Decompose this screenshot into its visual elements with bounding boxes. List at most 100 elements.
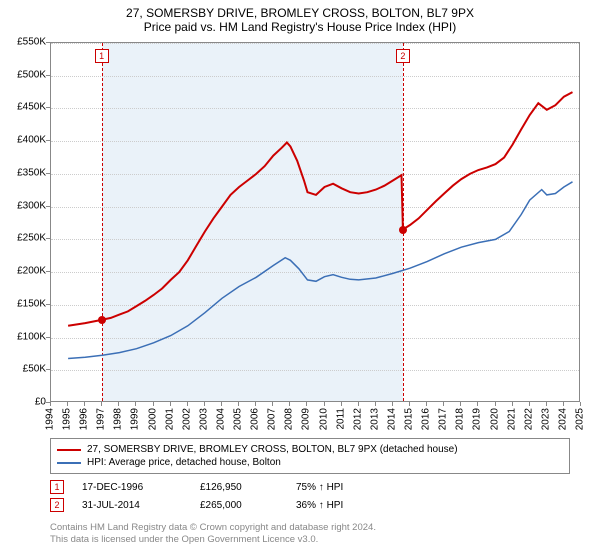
- y-tick-mark: [46, 107, 50, 108]
- x-tick-label: 2007: [267, 408, 278, 430]
- sale-point-dot: [399, 226, 407, 234]
- sales-row-2: 2 31-JUL-2014 £265,000 36% ↑ HPI: [50, 496, 376, 514]
- x-tick-label: 2018: [455, 408, 466, 430]
- sale-marker-1: 1: [95, 49, 109, 63]
- x-tick-mark: [101, 402, 102, 406]
- y-tick-mark: [46, 238, 50, 239]
- line-series-svg: [51, 43, 581, 403]
- y-tick-label: £400K: [2, 135, 46, 146]
- x-tick-mark: [495, 402, 496, 406]
- sale-date-1: 17-DEC-1996: [82, 482, 182, 493]
- x-tick-mark: [409, 402, 410, 406]
- y-tick-label: £500K: [2, 69, 46, 80]
- x-tick-label: 2011: [335, 408, 346, 430]
- y-tick-mark: [46, 304, 50, 305]
- y-tick-label: £150K: [2, 298, 46, 309]
- x-tick-mark: [358, 402, 359, 406]
- x-tick-mark: [118, 402, 119, 406]
- x-tick-mark: [375, 402, 376, 406]
- y-tick-mark: [46, 140, 50, 141]
- y-tick-label: £0: [2, 397, 46, 408]
- x-tick-mark: [306, 402, 307, 406]
- sale-point-dot: [98, 316, 106, 324]
- x-tick-label: 2006: [250, 408, 261, 430]
- y-tick-label: £350K: [2, 167, 46, 178]
- x-tick-mark: [392, 402, 393, 406]
- legend-label-hpi: HPI: Average price, detached house, Bolt…: [87, 457, 281, 468]
- title-block: 27, SOMERSBY DRIVE, BROMLEY CROSS, BOLTO…: [0, 0, 600, 36]
- x-tick-label: 2003: [198, 408, 209, 430]
- legend-row-hpi: HPI: Average price, detached house, Bolt…: [57, 456, 563, 469]
- sale-hpi-2: 36% ↑ HPI: [296, 500, 376, 511]
- y-tick-label: £450K: [2, 102, 46, 113]
- x-tick-mark: [477, 402, 478, 406]
- x-tick-label: 2004: [215, 408, 226, 430]
- y-tick-mark: [46, 42, 50, 43]
- x-tick-mark: [443, 402, 444, 406]
- sale-date-2: 31-JUL-2014: [82, 500, 182, 511]
- x-tick-label: 1995: [62, 408, 73, 430]
- footer-line-2: This data is licensed under the Open Gov…: [50, 534, 376, 546]
- x-tick-mark: [289, 402, 290, 406]
- chart-area: 12 £0£50K£100K£150K£200K£250K£300K£350K£…: [50, 42, 580, 402]
- title-line-1: 27, SOMERSBY DRIVE, BROMLEY CROSS, BOLTO…: [0, 6, 600, 20]
- x-tick-mark: [512, 402, 513, 406]
- x-tick-mark: [324, 402, 325, 406]
- x-tick-mark: [546, 402, 547, 406]
- x-tick-label: 2014: [386, 408, 397, 430]
- x-tick-mark: [50, 402, 51, 406]
- x-tick-label: 1999: [130, 408, 141, 430]
- x-tick-label: 2016: [421, 408, 432, 430]
- x-tick-mark: [153, 402, 154, 406]
- sale-marker-2: 2: [396, 49, 410, 63]
- x-tick-mark: [67, 402, 68, 406]
- y-tick-label: £550K: [2, 37, 46, 48]
- sales-table: 1 17-DEC-1996 £126,950 75% ↑ HPI 2 31-JU…: [50, 478, 376, 514]
- x-tick-label: 2017: [438, 408, 449, 430]
- x-tick-mark: [84, 402, 85, 406]
- x-tick-label: 2023: [540, 408, 551, 430]
- x-tick-label: 2022: [523, 408, 534, 430]
- x-tick-label: 2009: [301, 408, 312, 430]
- x-tick-mark: [221, 402, 222, 406]
- x-tick-label: 2010: [318, 408, 329, 430]
- legend-swatch-price: [57, 449, 81, 451]
- x-tick-label: 2021: [506, 408, 517, 430]
- x-tick-mark: [187, 402, 188, 406]
- x-tick-mark: [426, 402, 427, 406]
- x-tick-label: 1996: [79, 408, 90, 430]
- y-tick-label: £250K: [2, 233, 46, 244]
- y-tick-mark: [46, 271, 50, 272]
- x-tick-label: 2020: [489, 408, 500, 430]
- x-tick-label: 2012: [352, 408, 363, 430]
- legend: 27, SOMERSBY DRIVE, BROMLEY CROSS, BOLTO…: [50, 438, 570, 474]
- x-tick-mark: [255, 402, 256, 406]
- x-tick-label: 2008: [284, 408, 295, 430]
- x-tick-label: 2001: [164, 408, 175, 430]
- x-tick-label: 2024: [557, 408, 568, 430]
- y-tick-mark: [46, 337, 50, 338]
- legend-swatch-hpi: [57, 462, 81, 464]
- x-tick-mark: [529, 402, 530, 406]
- chart-container: 27, SOMERSBY DRIVE, BROMLEY CROSS, BOLTO…: [0, 0, 600, 560]
- sales-row-1: 1 17-DEC-1996 £126,950 75% ↑ HPI: [50, 478, 376, 496]
- y-tick-mark: [46, 206, 50, 207]
- sale-price-2: £265,000: [200, 500, 278, 511]
- y-tick-label: £100K: [2, 331, 46, 342]
- x-tick-label: 2000: [147, 408, 158, 430]
- sale-price-1: £126,950: [200, 482, 278, 493]
- y-tick-mark: [46, 173, 50, 174]
- sale-hpi-1: 75% ↑ HPI: [296, 482, 376, 493]
- x-tick-label: 2015: [404, 408, 415, 430]
- series-price_paid: [68, 92, 572, 326]
- x-tick-label: 2025: [575, 408, 586, 430]
- marker-icon-1: 1: [50, 480, 64, 494]
- y-tick-mark: [46, 369, 50, 370]
- plot-region: 12: [50, 42, 580, 402]
- x-tick-label: 2005: [233, 408, 244, 430]
- y-tick-mark: [46, 75, 50, 76]
- legend-label-price: 27, SOMERSBY DRIVE, BROMLEY CROSS, BOLTO…: [87, 444, 458, 455]
- x-tick-label: 1994: [45, 408, 56, 430]
- x-tick-label: 1997: [96, 408, 107, 430]
- x-tick-mark: [460, 402, 461, 406]
